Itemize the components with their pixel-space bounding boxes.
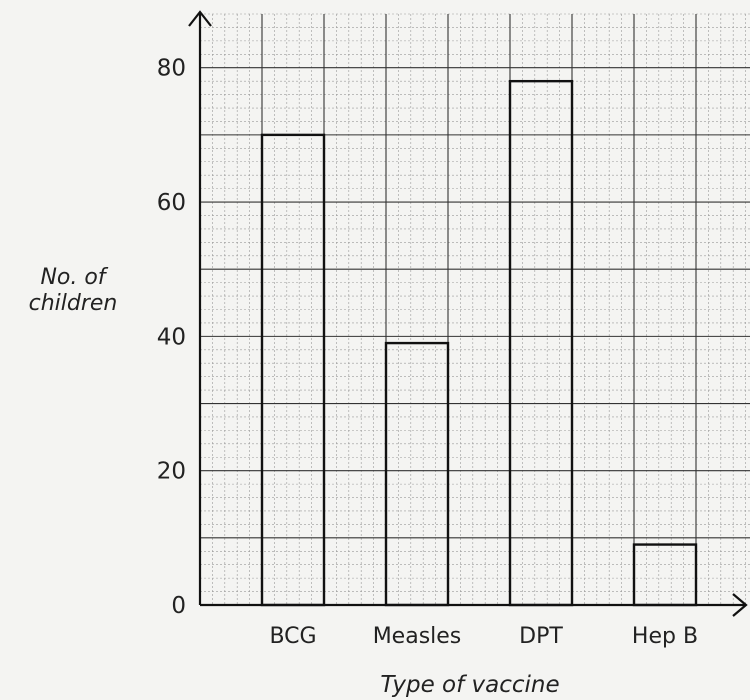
y-tick-label: 60 bbox=[157, 190, 186, 216]
y-axis-label: No. of children bbox=[8, 265, 138, 317]
x-tick-label: Hep B bbox=[632, 624, 698, 649]
y-tick-label: 20 bbox=[157, 459, 186, 485]
y-axis-label-line1: No. of bbox=[8, 265, 138, 291]
x-tick-label: DPT bbox=[519, 624, 563, 649]
bar bbox=[634, 545, 696, 605]
y-tick-label: 80 bbox=[157, 56, 186, 82]
y-tick-labels: 0 20 40 60 80 bbox=[157, 56, 186, 619]
y-tick-label: 0 bbox=[171, 593, 186, 619]
x-tick-label: BCG bbox=[269, 624, 316, 649]
x-tick-labels: BCG Measles DPT Hep B bbox=[269, 624, 698, 649]
x-tick-label: Measles bbox=[373, 624, 462, 649]
bar bbox=[386, 343, 448, 605]
x-axis-label: Type of vaccine bbox=[330, 672, 610, 698]
bar bbox=[262, 135, 324, 605]
bars bbox=[262, 81, 696, 605]
bar bbox=[510, 81, 572, 605]
y-axis-label-line2: children bbox=[8, 291, 138, 317]
minor-grid bbox=[200, 14, 750, 605]
major-grid bbox=[200, 14, 750, 605]
y-tick-label: 40 bbox=[157, 324, 186, 350]
